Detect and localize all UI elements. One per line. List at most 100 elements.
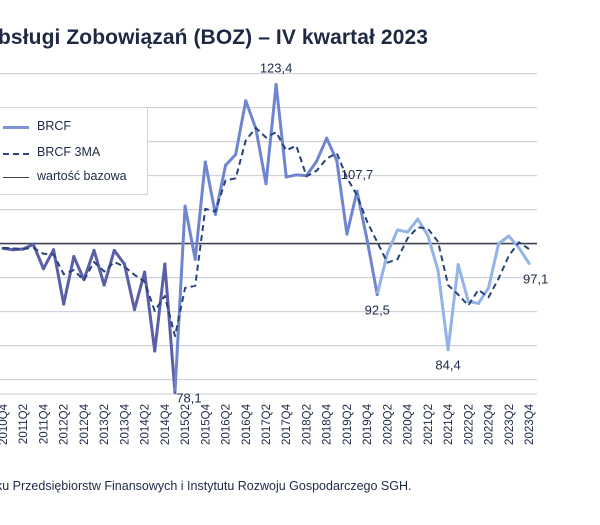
x-tick-label: 2021Q2: [423, 404, 435, 445]
brcf-segment: [476, 286, 491, 305]
brcf-segment: [517, 246, 531, 265]
brcf-segment: [274, 82, 288, 179]
annotation-label: 78,1: [176, 391, 201, 406]
brcf-segment: [193, 160, 207, 261]
series-layer: [1, 82, 531, 395]
legend-item-baseline: wartość bazowa: [0, 168, 147, 186]
brcf-point: [456, 263, 460, 267]
brcf-segment: [173, 204, 187, 395]
brcf-point: [153, 349, 157, 353]
brcf-point: [214, 212, 217, 216]
legend-label-baseline: wartość bazowa: [37, 169, 127, 183]
x-tick-label: 2021Q4: [443, 403, 455, 445]
brcf-segment: [72, 255, 86, 282]
brcf-segment: [375, 251, 389, 297]
brcf-segment: [153, 262, 167, 353]
annotation-label: 97,1: [523, 271, 548, 286]
grid-lines: [0, 73, 537, 395]
brcf-segment: [62, 255, 76, 306]
source-note: ku Przedsiębiorstw Finansowych i Instytu…: [0, 479, 412, 493]
brcf-point: [507, 234, 511, 238]
x-tick-label: 2019Q2: [342, 404, 354, 445]
brcf-segment: [143, 270, 157, 353]
x-tick-label: 2016Q4: [241, 403, 253, 445]
x-tick-label: 2013Q4: [119, 403, 131, 445]
brcf-segment: [487, 242, 501, 290]
brcf-segment: [436, 268, 450, 352]
x-tick-label: 2018Q2: [301, 404, 313, 445]
x-tick-label: 2013Q2: [99, 404, 111, 445]
x-tick-label: 2019Q4: [362, 403, 374, 445]
x-tick-label: 2020Q2: [382, 404, 394, 445]
chart-legend: BRCF BRCF 3MA wartość bazowa: [0, 107, 148, 195]
annotation-label: 84,4: [435, 358, 460, 373]
brcf-3ma-line: [2, 127, 530, 338]
brcf-point: [497, 242, 501, 246]
brcf-segment: [497, 234, 511, 246]
brcf-point: [325, 136, 329, 140]
brcf-segment: [345, 189, 359, 236]
brcf-segment: [163, 262, 177, 395]
legend-item-brcf: BRCF: [0, 118, 147, 136]
brcf-point: [193, 257, 197, 261]
brcf-point: [527, 261, 531, 265]
x-tick-label: 2014Q4: [160, 403, 172, 445]
brcf-segment: [426, 233, 440, 272]
brcf-point: [133, 308, 136, 311]
brcf-segment: [254, 127, 268, 186]
x-tick-label: 2022Q2: [463, 404, 475, 445]
brcf-point: [517, 246, 521, 250]
brcf-point: [72, 255, 76, 258]
brcf-segment: [133, 270, 147, 312]
annotations-layer: 123,4 107,7 92,5 84,4 78,1 97,1: [176, 60, 548, 405]
brcf-point: [406, 230, 410, 234]
brcf-point: [345, 232, 349, 236]
brcf-segment: [244, 99, 258, 131]
brcf-segment: [82, 248, 96, 282]
brcf-segment: [41, 248, 56, 271]
brcf-segment: [213, 163, 228, 216]
brcf-point: [42, 267, 45, 271]
legend-swatch-baseline: [3, 177, 29, 178]
brcf-segment: [234, 99, 248, 157]
brcf-segment: [224, 153, 238, 167]
brcf-segment: [335, 159, 349, 236]
brcf-segment: [122, 262, 136, 312]
brcf-segment: [183, 204, 197, 261]
x-tick-label: 2018Q4: [322, 403, 334, 445]
brcf-point: [416, 217, 420, 221]
legend-item-brcf-3ma: BRCF 3MA: [0, 144, 147, 162]
x-tick-label: 2015Q2: [180, 404, 192, 445]
legend-label-brcf: BRCF: [37, 119, 72, 133]
x-tick-label: 2011Q2: [18, 404, 30, 444]
brcf-segment: [304, 159, 319, 178]
brcf-segment: [396, 228, 410, 234]
brcf-point: [375, 293, 379, 296]
legend-swatch-brcf-3ma: [3, 153, 29, 155]
x-tick-label: 2015Q4: [200, 403, 212, 445]
x-tick-label: 2017Q4: [281, 403, 293, 445]
x-tick-label: 2011Q4: [38, 403, 50, 444]
brcf-point: [244, 99, 248, 103]
brcf-segment: [406, 217, 420, 234]
brcf-point: [355, 189, 359, 193]
brcf-point: [52, 248, 55, 252]
x-tick-labels: 2010Q4 2011Q2 2011Q4 2012Q2 2012Q4 2013Q2 2013…: [0, 403, 536, 445]
brcf-segment: [507, 234, 521, 250]
brcf-point: [436, 268, 440, 272]
brcf-point: [274, 83, 278, 86]
brcf-point: [203, 160, 207, 164]
legend-label-brcf-3ma: BRCF 3MA: [37, 145, 101, 159]
annotation-label: 92,5: [365, 303, 390, 318]
x-tick-label: 2023Q4: [524, 403, 536, 445]
x-tick-label: 2014Q2: [140, 404, 152, 445]
brcf-segment: [92, 248, 106, 287]
brcf-segment: [52, 248, 66, 306]
brcf-point: [294, 173, 298, 177]
brcf-point: [62, 302, 66, 306]
brcf-point: [487, 286, 490, 290]
brcf-segment: [456, 263, 470, 303]
brcf-point: [284, 175, 288, 179]
x-tick-label: 2017Q2: [261, 404, 273, 445]
